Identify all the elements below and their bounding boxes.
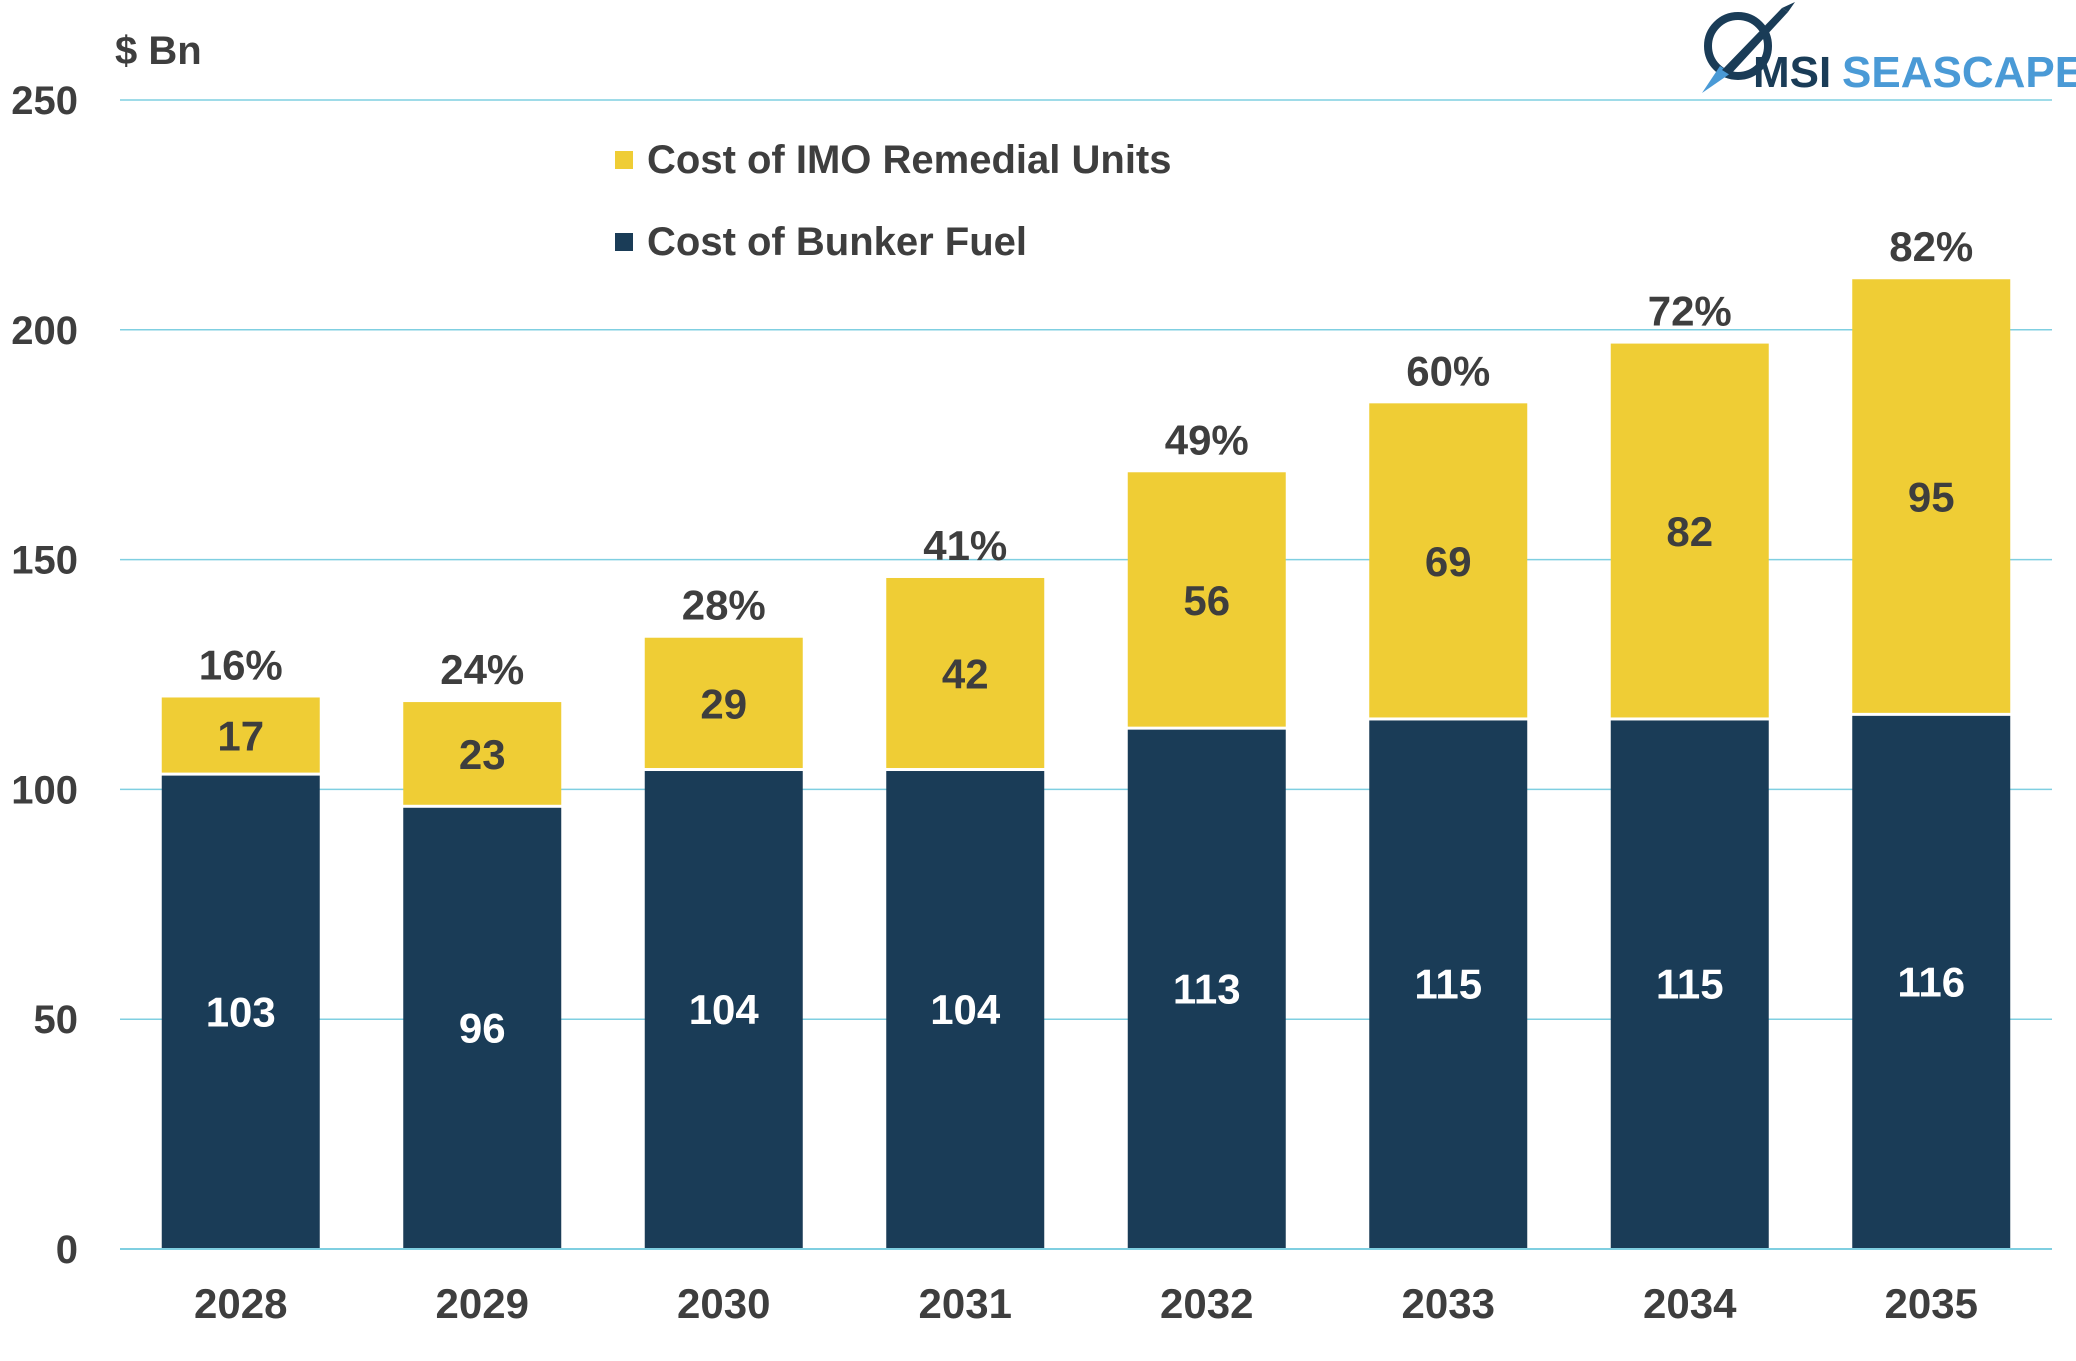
axes: 0 50 100 150 200 250 2028 2029 2030 2031 2032 2033 2… bbox=[11, 79, 2052, 1327]
bar-bunker-fuel bbox=[161, 775, 320, 1249]
data-label-bunker-fuel: 103 bbox=[206, 988, 276, 1035]
msi-seascape-logo: MSI SEASCAPE bbox=[1702, 2, 2076, 97]
data-label-imo-remedial: 82 bbox=[1666, 508, 1713, 555]
y-tick-label: 150 bbox=[11, 539, 78, 583]
bars bbox=[161, 279, 2011, 1249]
data-label-imo-remedial: 56 bbox=[1183, 577, 1230, 624]
logo-text-seascape: SEASCAPE bbox=[1842, 48, 2076, 97]
bar-bunker-fuel bbox=[403, 807, 562, 1249]
bar-imo-remedial bbox=[644, 637, 803, 769]
x-tick-label: 2029 bbox=[436, 1280, 529, 1327]
bar-imo-remedial bbox=[403, 702, 562, 805]
bar-imo-remedial bbox=[1610, 343, 1769, 718]
bar-imo-remedial bbox=[161, 697, 320, 773]
logo-text-msi: MSI bbox=[1753, 48, 1831, 97]
bar-bunker-fuel bbox=[644, 771, 803, 1249]
y-tick-label: 200 bbox=[11, 309, 78, 353]
labels: 103 17 16% 96 23 24% 104 29 28% 104 42 41% 113 56 49% 1… bbox=[199, 223, 1974, 1051]
data-label-bunker-fuel: 96 bbox=[459, 1004, 506, 1051]
data-label-bunker-fuel: 116 bbox=[1897, 958, 1965, 1005]
x-tick-label: 2028 bbox=[194, 1280, 287, 1327]
data-label-percent: 16% bbox=[199, 641, 283, 688]
compass-icon bbox=[1702, 2, 1795, 93]
data-label-bunker-fuel: 113 bbox=[1173, 965, 1241, 1012]
data-label-bunker-fuel: 104 bbox=[930, 986, 1001, 1033]
data-label-bunker-fuel: 104 bbox=[689, 986, 760, 1033]
bar-imo-remedial bbox=[1369, 403, 1528, 718]
bar-bunker-fuel bbox=[1852, 715, 2011, 1249]
data-label-percent: 24% bbox=[440, 646, 524, 693]
data-label-imo-remedial: 17 bbox=[217, 713, 264, 760]
bar-bunker-fuel bbox=[1127, 729, 1286, 1249]
x-tick-label: 2034 bbox=[1643, 1280, 1737, 1327]
x-tick-label: 2035 bbox=[1885, 1280, 1978, 1327]
x-tick-label: 2032 bbox=[1160, 1280, 1253, 1327]
data-label-imo-remedial: 69 bbox=[1425, 538, 1472, 585]
bar-imo-remedial bbox=[886, 577, 1045, 769]
y-axis-label: $ Bn bbox=[115, 29, 202, 73]
data-label-bunker-fuel: 115 bbox=[1414, 961, 1482, 1008]
y-tick-label: 0 bbox=[56, 1228, 78, 1272]
data-label-imo-remedial: 29 bbox=[700, 680, 747, 727]
bar-bunker-fuel bbox=[1610, 720, 1769, 1249]
data-label-imo-remedial: 23 bbox=[459, 731, 506, 778]
legend-swatch-fuel bbox=[615, 233, 633, 251]
data-label-imo-remedial: 42 bbox=[942, 651, 989, 698]
data-label-percent: 60% bbox=[1406, 347, 1490, 394]
x-tick-label: 2030 bbox=[677, 1280, 770, 1327]
legend-label-imo: Cost of IMO Remedial Units bbox=[647, 138, 1172, 182]
bar-bunker-fuel bbox=[886, 771, 1045, 1249]
data-label-percent: 49% bbox=[1165, 416, 1249, 463]
data-label-percent: 82% bbox=[1889, 223, 1973, 270]
legend: Cost of IMO Remedial Units Cost of Bunke… bbox=[615, 138, 1172, 264]
data-label-percent: 28% bbox=[682, 582, 766, 629]
y-tick-label: 100 bbox=[11, 768, 78, 812]
y-tick-label: 250 bbox=[11, 79, 78, 123]
data-label-imo-remedial: 95 bbox=[1908, 474, 1955, 521]
data-label-percent: 72% bbox=[1648, 288, 1732, 335]
data-label-bunker-fuel: 115 bbox=[1656, 961, 1724, 1008]
legend-swatch-imo bbox=[615, 151, 633, 169]
legend-label-fuel: Cost of Bunker Fuel bbox=[647, 220, 1027, 264]
bar-bunker-fuel bbox=[1369, 720, 1528, 1249]
data-label-percent: 41% bbox=[923, 522, 1007, 569]
bar-imo-remedial bbox=[1852, 279, 2011, 713]
bar-imo-remedial bbox=[1127, 472, 1286, 727]
x-tick-label: 2031 bbox=[919, 1280, 1012, 1327]
y-tick-label: 50 bbox=[34, 998, 79, 1042]
x-tick-label: 2033 bbox=[1402, 1280, 1495, 1327]
